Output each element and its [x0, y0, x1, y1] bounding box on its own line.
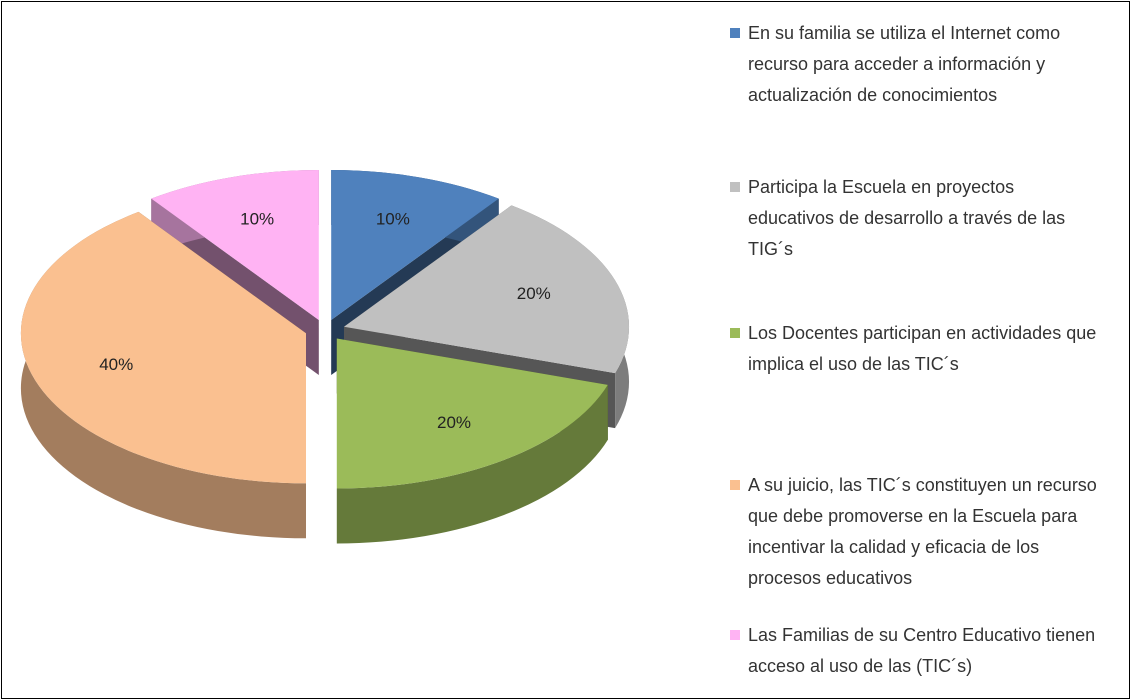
slice — [20, 211, 306, 539]
slice-side — [20, 211, 306, 539]
legend-item: Los Docentes participan en actividades q… — [728, 318, 1108, 380]
legend-item: Participa la Escuela en proyectos educat… — [728, 172, 1108, 265]
legend-label: Participa la Escuela en proyectos educat… — [748, 177, 1066, 259]
legend-item: Las Familias de su Centro Educativo tien… — [728, 620, 1108, 682]
data-label: 10% — [376, 210, 410, 229]
legend-label: A su juicio, las TIC´s constituyen un re… — [748, 475, 1097, 588]
slice-top — [151, 169, 319, 320]
legend-item: En su familia se utiliza el Internet com… — [728, 18, 1108, 111]
legend-swatch — [730, 630, 740, 640]
legend-label: Las Familias de su Centro Educativo tien… — [748, 625, 1096, 676]
legend-swatch — [730, 328, 740, 338]
data-label: 10% — [240, 210, 274, 229]
slice-top — [344, 205, 630, 374]
legend-swatch — [730, 182, 740, 192]
data-label: 40% — [99, 355, 133, 374]
slice-top — [331, 169, 499, 320]
pie-chart: 10% 20% 20% 40% 10% — [20, 169, 630, 544]
data-label: 20% — [517, 284, 551, 303]
slice-top — [20, 211, 306, 484]
slice — [336, 338, 608, 544]
legend-swatch — [730, 28, 740, 38]
slice-side — [336, 384, 608, 544]
data-label: 20% — [437, 413, 471, 432]
legend-label: Los Docentes participan en actividades q… — [748, 323, 1097, 374]
legend-label: En su familia se utiliza el Internet com… — [748, 23, 1061, 105]
slice-top — [336, 338, 608, 489]
legend-item: A su juicio, las TIC´s constituyen un re… — [728, 470, 1108, 594]
legend-swatch — [730, 480, 740, 490]
